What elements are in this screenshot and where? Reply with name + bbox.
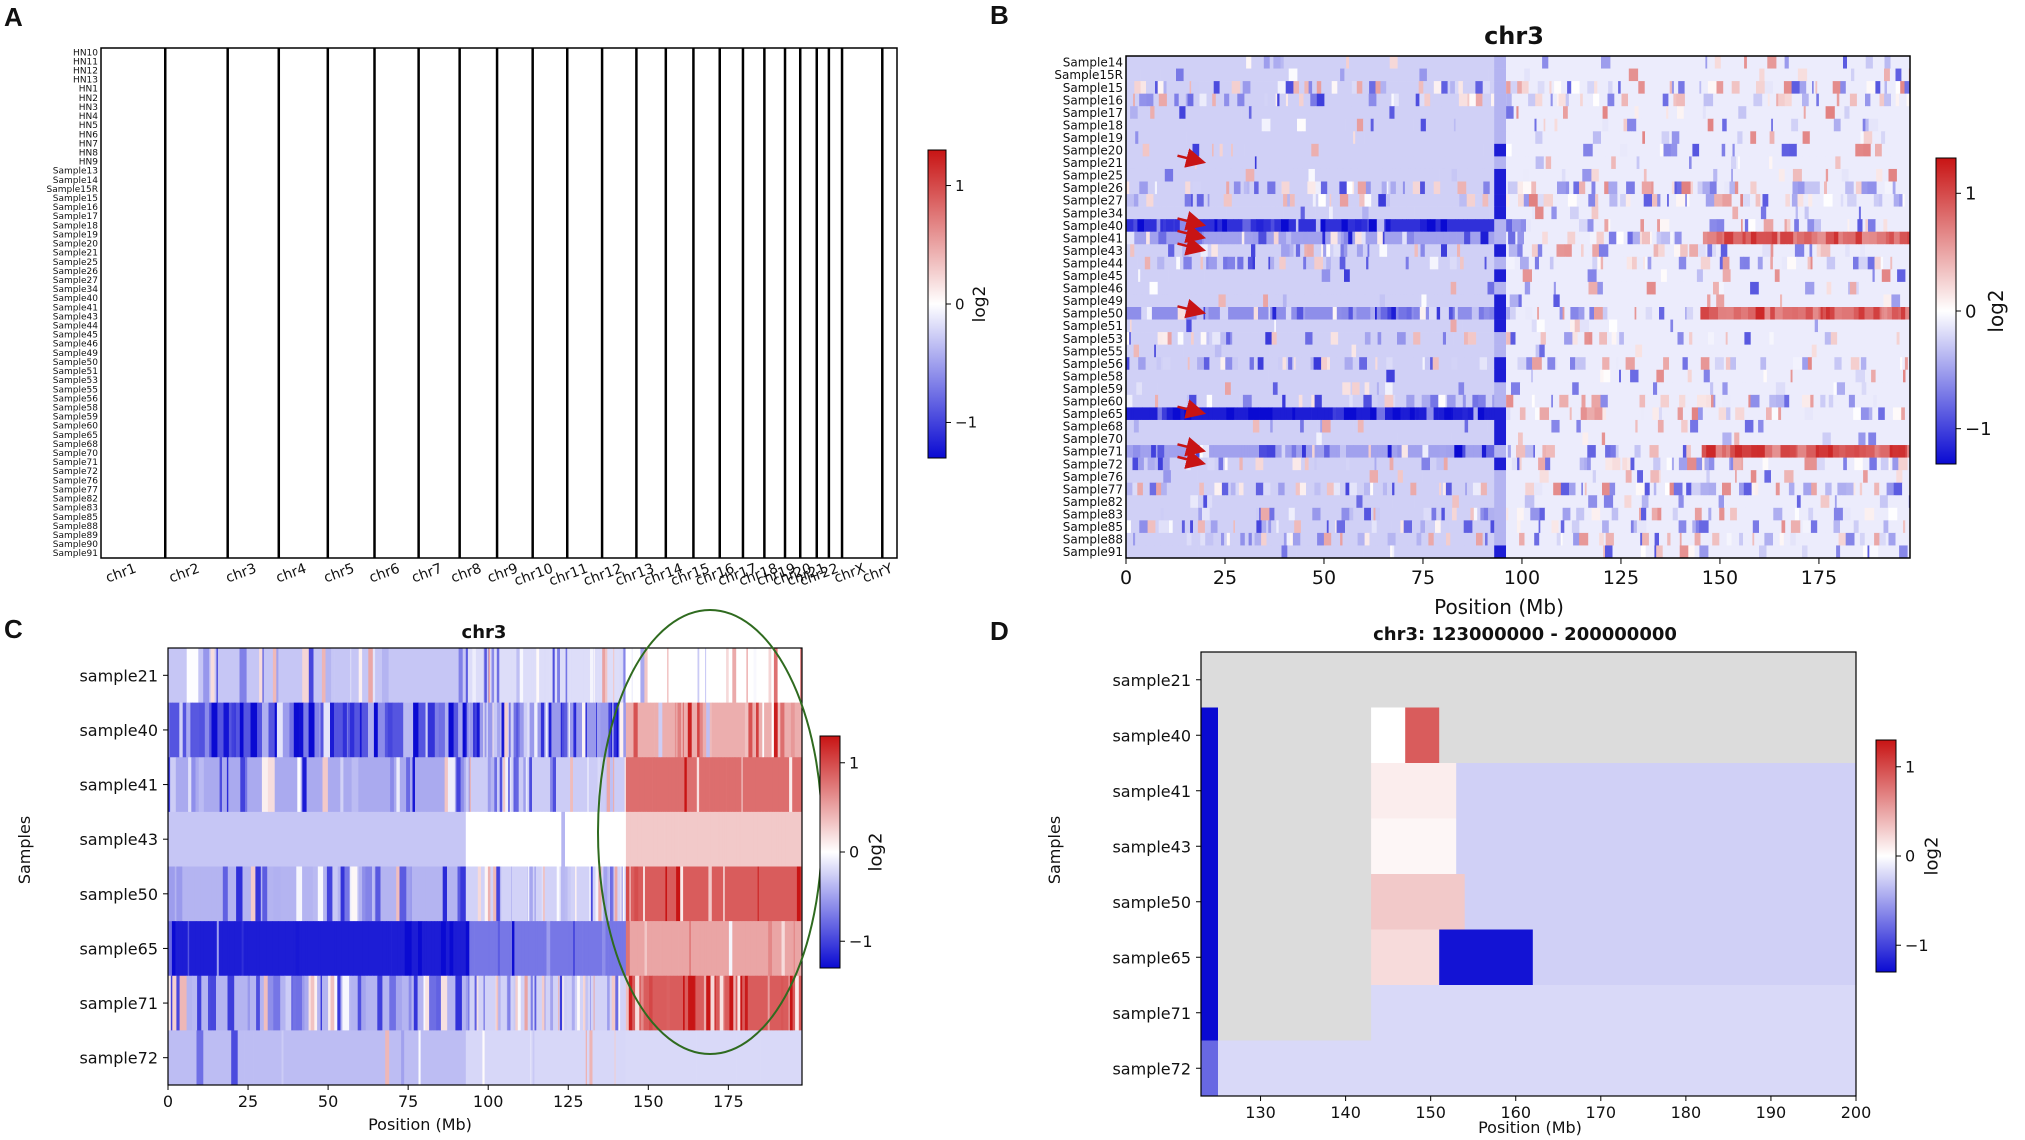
- panel-a-genome-heatmap: HN10HN11HN12HN13HN1HN2HN3HN4HN5HN6HN7HN8…: [47, 47, 990, 589]
- panel-a-cells: [100, 47, 898, 559]
- panel-label-d: D: [990, 616, 1009, 646]
- panel-label-c: C: [4, 614, 23, 644]
- panel-label-b: B: [990, 0, 1009, 30]
- panel-label-a: A: [4, 2, 23, 32]
